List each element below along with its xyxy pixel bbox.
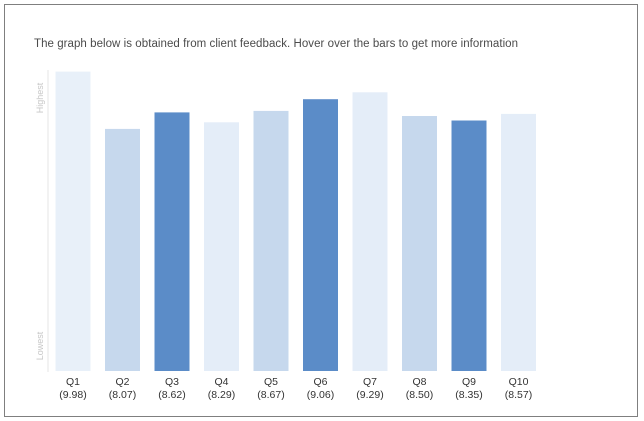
x-tick-label: Q4 xyxy=(214,376,228,388)
bar-value-label: (8.07) xyxy=(109,389,136,401)
x-tick-label: Q6 xyxy=(313,376,327,388)
bar-q8[interactable] xyxy=(402,116,437,371)
bar-q10[interactable] xyxy=(501,113,536,372)
bar-value-label: (8.67) xyxy=(257,389,284,401)
bar-q9[interactable] xyxy=(451,120,487,372)
bar-value-label: (8.57) xyxy=(505,389,532,401)
bar-value-label: (8.35) xyxy=(455,389,482,401)
y-axis-bottom-label: Lowest xyxy=(35,331,45,360)
bar-q3[interactable] xyxy=(154,112,190,372)
bar-q6[interactable] xyxy=(303,99,338,371)
category-labels: Q1(9.98) Q2(8.07) Q3(8.62) Q4(8.29) Q5(8.67)… xyxy=(59,376,532,401)
bar-value-label: (8.29) xyxy=(208,389,235,401)
x-tick-label: Q2 xyxy=(115,376,129,388)
bar-value-label: (9.98) xyxy=(59,389,86,401)
x-tick-label: Q1 xyxy=(66,376,80,388)
x-tick-label: Q8 xyxy=(412,376,426,388)
bar-q5[interactable] xyxy=(253,110,289,372)
x-tick-label: Q10 xyxy=(509,376,529,388)
chart-note: The graph below is obtained from client … xyxy=(34,38,519,50)
bar-q1[interactable] xyxy=(55,71,91,371)
bar-q7[interactable] xyxy=(352,92,388,372)
x-tick-label: Q9 xyxy=(462,376,476,388)
bar-value-label: (8.62) xyxy=(158,389,185,401)
bar-series xyxy=(55,71,536,372)
bar-value-label: (9.29) xyxy=(356,389,383,401)
bar-value-label: (9.06) xyxy=(307,389,334,401)
x-tick-label: Q5 xyxy=(264,376,278,388)
bar-value-label: (8.50) xyxy=(406,389,433,401)
x-tick-label: Q7 xyxy=(363,376,377,388)
x-tick-label: Q3 xyxy=(165,376,179,388)
y-axis-top-label: Highest xyxy=(35,82,45,113)
bar-q4[interactable] xyxy=(204,122,239,371)
bar-q2[interactable] xyxy=(105,128,140,371)
